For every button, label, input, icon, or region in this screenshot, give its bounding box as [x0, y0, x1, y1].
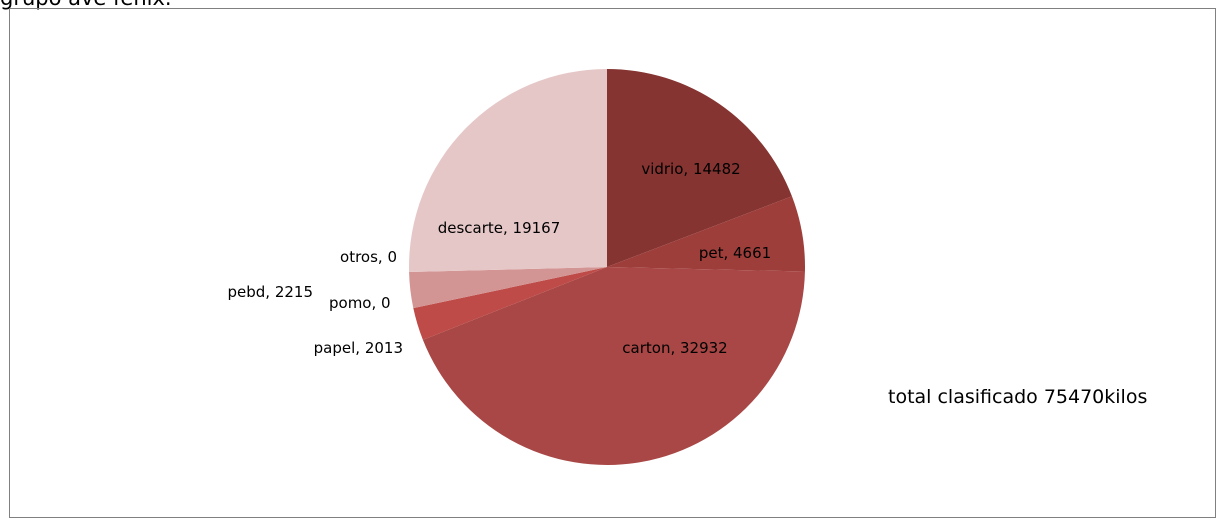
data-label-pomo: pomo, 0	[329, 294, 391, 312]
pie-labels: vidrio, 14482 pet, 4661 carton, 32932 papel…	[227, 160, 771, 357]
chart-title: grupo ave fenix.	[0, 0, 172, 10]
pie-slice-vidrio	[607, 69, 792, 267]
chart-area	[9, 8, 1216, 518]
data-label-papel: papel, 2013	[314, 339, 403, 357]
data-label-pebd: pebd, 2215	[227, 283, 313, 301]
pie-slice-carton	[422, 267, 805, 466]
data-label-descarte: descarte, 19167	[438, 219, 561, 237]
pie-slices	[408, 69, 806, 466]
total-annotation: total clasificado 75470kilos	[888, 386, 1148, 408]
data-label-carton: carton, 32932	[622, 339, 727, 357]
pie-slice-pet	[607, 196, 806, 272]
pie-slice-descarte	[408, 69, 607, 272]
data-label-otros: otros, 0	[340, 248, 397, 266]
pie-slice-papel	[413, 267, 607, 340]
pie-slice-pebd	[409, 267, 607, 309]
data-label-vidrio: vidrio, 14482	[641, 160, 740, 178]
data-label-pet: pet, 4661	[699, 244, 771, 262]
